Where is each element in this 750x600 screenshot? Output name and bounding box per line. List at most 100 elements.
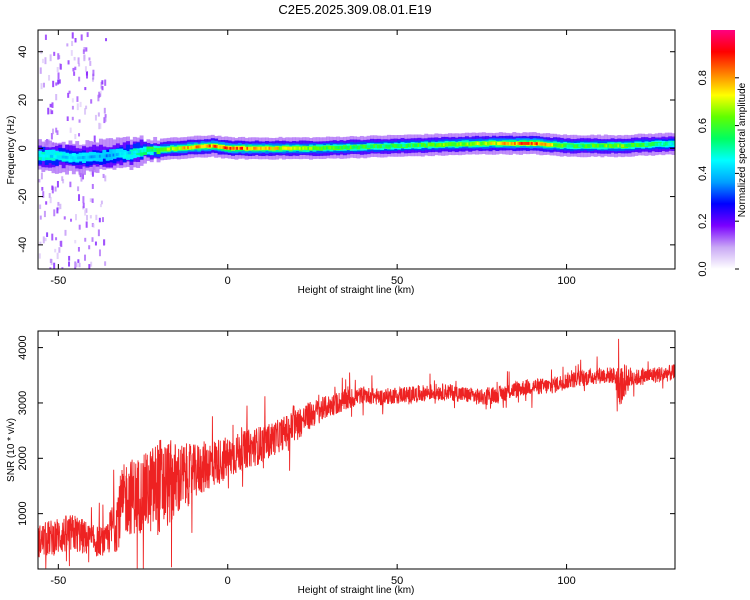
spectrogram-ridge-cell — [524, 142, 527, 145]
spectrogram-ridge-cell — [424, 143, 427, 147]
spectrogram-speckle — [92, 223, 95, 228]
spectrogram-speckle — [98, 217, 101, 223]
spectrogram-ridge-cell — [464, 142, 467, 146]
spectrogram-speckle — [98, 249, 101, 257]
spectrogram-speckle — [55, 82, 58, 86]
spectrogram-ridge-cell — [109, 154, 112, 157]
spectrogram-speckle — [54, 186, 57, 192]
spectrogram-ridge-cell — [629, 143, 632, 147]
spectrogram-ridge-cell — [353, 145, 356, 149]
spectrogram-ridge-cell — [227, 146, 230, 150]
spectrogram-ridge-cell — [93, 155, 96, 159]
spectrogram-ridge-cell — [39, 154, 42, 158]
spectrogram-ridge-cell — [603, 144, 606, 148]
spectrogram-ridge-cell — [669, 142, 672, 146]
spectrogram-ridge-cell — [649, 143, 652, 146]
spectrogram-ridge-cell — [476, 142, 479, 146]
spectrogram-ridge-cell — [673, 142, 675, 145]
spectrogram-ridge-cell — [158, 148, 161, 152]
snr-plot-area — [38, 331, 675, 569]
spectrogram-speckle — [74, 261, 77, 268]
spectrogram-ridge-cell — [270, 146, 273, 150]
spectrogram-ridge-cell — [642, 143, 645, 147]
spectrogram-ridge-cell — [107, 154, 110, 158]
spectrogram-ridge-cell — [114, 153, 117, 157]
spectrogram-x-label: Height of straight line (km) — [298, 285, 415, 296]
spectrogram-speckle — [68, 90, 71, 94]
spectrogram-frame — [37, 29, 676, 270]
spectrogram-speckle — [78, 119, 81, 123]
spectrogram-speckle — [44, 57, 47, 65]
snr-x-tick-label: 0 — [225, 575, 231, 587]
spectrogram-ridge-cell — [593, 144, 596, 148]
spectrogram-ridge-cell — [173, 147, 176, 150]
spectrogram-speckle — [76, 103, 79, 111]
spectrogram-ridge-cell — [415, 143, 418, 147]
spectrogram-ridge-cell — [502, 142, 505, 145]
spectrogram-ridge-cell — [569, 144, 572, 148]
spectrogram-speckle — [104, 116, 107, 122]
spectrogram-ridge-cell — [63, 155, 66, 159]
spectrogram-ridge-cell — [49, 154, 52, 158]
spectrogram-speckle — [46, 232, 49, 237]
spectrogram-ridge-cell — [254, 146, 257, 150]
spectrogram-ridge-cell — [480, 142, 483, 145]
spectrogram-ridge-cell — [124, 151, 127, 155]
spectrogram-speckle — [45, 201, 48, 205]
spectrogram-speckle — [78, 133, 81, 137]
spectrogram-speckle — [71, 98, 74, 103]
spectrogram-speckle — [42, 191, 45, 198]
spectrogram-speckle — [39, 204, 42, 210]
spectrogram-ridge-cell — [390, 144, 393, 148]
spectrogram-ridge-cell — [429, 143, 432, 147]
spectrogram-band-cell — [102, 151, 107, 158]
spectrogram-ridge-cell — [459, 142, 462, 146]
spectrogram-speckle — [57, 72, 60, 80]
spectrogram-ridge-cell — [641, 143, 644, 147]
spectrogram-ridge-cell — [43, 154, 46, 158]
spectrogram-ridge-cell — [488, 142, 491, 145]
spectrogram-ridge-cell — [215, 145, 218, 149]
spectrogram-ridge-cell — [83, 155, 86, 159]
spectrogram-ridge-cell — [456, 142, 459, 146]
spectrogram-speckle — [81, 173, 84, 180]
spectrogram-ridge-cell — [595, 144, 598, 148]
spectrogram-ridge-cell — [500, 142, 503, 145]
spectrogram-band-cell — [149, 148, 154, 156]
spectrogram-speckle — [42, 82, 45, 88]
spectrogram-speckle — [91, 170, 94, 177]
spectrogram-ridge-cell — [575, 144, 578, 148]
spectrogram-ridge-cell — [436, 143, 439, 147]
spectrogram-ridge-cell — [510, 142, 513, 145]
spectrogram-ridge-cell — [226, 146, 229, 150]
spectrogram-speckle — [43, 210, 46, 218]
spectrogram-ridge-cell — [202, 145, 205, 148]
spectrogram-ridge-cell — [553, 143, 556, 147]
spectrogram-speckle — [38, 253, 41, 259]
spectrogram-speckle — [95, 214, 98, 221]
spectrogram-band-cell — [82, 152, 86, 158]
spectrogram-ridge-cell — [363, 145, 366, 149]
spectrogram-ridge-cell — [151, 148, 154, 152]
spectrogram-ridge-cell — [508, 142, 511, 145]
spectrogram-ridge-cell — [38, 154, 40, 157]
spectrogram-speckle — [85, 221, 88, 228]
spectrogram-ridge-cell — [512, 142, 515, 145]
spectrogram-band-cell — [126, 152, 130, 158]
spectrogram-ridge-cell — [261, 146, 264, 150]
spectrogram-speckle — [103, 239, 106, 246]
spectrogram-ridge-cell — [385, 144, 388, 148]
spectrogram-speckle — [49, 196, 52, 204]
spectrogram-speckle — [103, 117, 106, 124]
spectrogram-speckle — [57, 79, 60, 85]
spectrogram-speckle — [104, 79, 107, 86]
spectrogram-speckle — [90, 261, 93, 267]
spectrogram-ridge-cell — [268, 146, 271, 150]
spectrogram-ridge-cell — [303, 146, 306, 150]
spectrogram-ridge-cell — [246, 146, 249, 150]
spectrogram-ridge-cell — [231, 146, 234, 150]
spectrogram-band-cell — [51, 155, 56, 161]
spectrogram-ridge-cell — [405, 144, 408, 148]
spectrogram-ridge-cell — [117, 152, 120, 156]
spectrogram-speckle — [80, 175, 83, 182]
